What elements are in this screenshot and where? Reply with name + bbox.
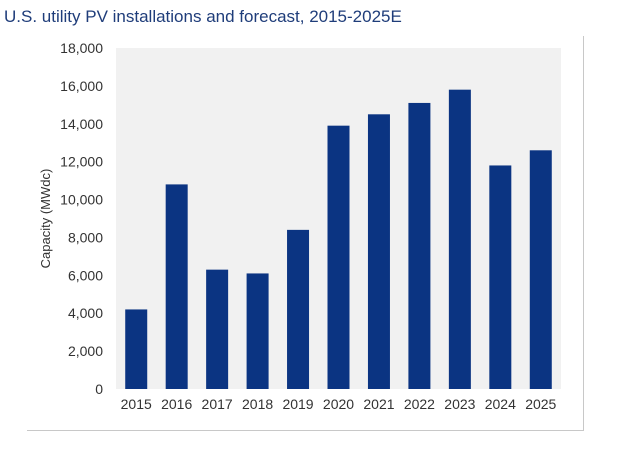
y-tick-label: 0 <box>95 381 103 397</box>
bar-2015 <box>125 309 148 389</box>
bar-2022 <box>408 102 431 389</box>
x-tick-label: 2025 <box>525 396 556 412</box>
bar-2019 <box>287 229 310 389</box>
x-tick-label: 2015 <box>121 396 152 412</box>
y-tick-label: 4,000 <box>68 305 103 321</box>
chart-title: U.S. utility PV installations and foreca… <box>4 7 402 26</box>
y-tick-label: 16,000 <box>60 78 103 94</box>
x-tick-label: 2019 <box>282 396 313 412</box>
x-tick-label: 2018 <box>242 396 273 412</box>
y-tick-label: 6,000 <box>68 267 103 283</box>
bar-2021 <box>367 114 390 390</box>
y-tick-label: 10,000 <box>60 192 103 208</box>
x-tick-label: 2023 <box>444 396 475 412</box>
x-tick-label: 2024 <box>485 396 516 412</box>
bar-2025 <box>529 150 552 389</box>
chart-frame <box>27 36 584 431</box>
y-tick-label: 8,000 <box>68 229 103 245</box>
bar-2023 <box>448 89 471 389</box>
bar-2017 <box>206 269 229 389</box>
y-tick-label: 12,000 <box>60 154 103 170</box>
y-axis-label: Capacity (MWdc) <box>38 169 53 269</box>
bar-2018 <box>246 273 269 389</box>
y-tick-label: 2,000 <box>68 343 103 359</box>
x-tick-label: 2021 <box>363 396 394 412</box>
x-tick-label: 2020 <box>323 396 354 412</box>
y-tick-label: 18,000 <box>60 40 103 56</box>
x-tick-label: 2022 <box>404 396 435 412</box>
bar-2020 <box>327 125 350 389</box>
x-tick-label: 2017 <box>202 396 233 412</box>
bar-2016 <box>165 184 188 389</box>
y-tick-label: 14,000 <box>60 116 103 132</box>
bar-2024 <box>489 165 512 389</box>
x-tick-label: 2016 <box>161 396 192 412</box>
